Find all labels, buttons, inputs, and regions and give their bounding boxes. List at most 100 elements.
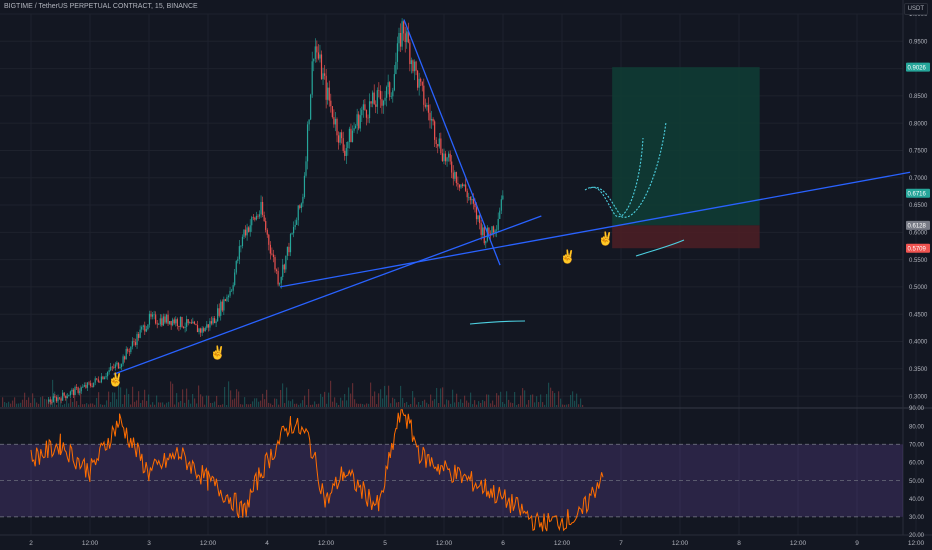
- candle-body: [300, 203, 302, 208]
- volume-bar: [562, 404, 564, 407]
- candle-body: [429, 112, 431, 121]
- volume-bar: [292, 399, 294, 407]
- price-axis-tick: 0.6000: [909, 231, 928, 237]
- candle-body: [499, 210, 501, 219]
- volume-bar: [118, 384, 120, 407]
- volume-bar: [204, 404, 206, 407]
- candle-body: [485, 240, 487, 244]
- candle-body: [72, 389, 75, 396]
- candle-body: [262, 201, 264, 216]
- volume-bar: [288, 400, 290, 407]
- candle-body: [170, 321, 172, 326]
- candle-body: [319, 54, 321, 59]
- candle-body: [328, 87, 330, 101]
- volume-bar: [260, 400, 262, 407]
- candle-body: [392, 90, 394, 97]
- candle-body: [164, 316, 166, 323]
- volume-bar: [44, 398, 46, 407]
- volume-bar: [466, 400, 468, 407]
- price-label-text: 0.9026: [908, 65, 927, 71]
- volume-bar: [500, 391, 502, 407]
- candle-body: [151, 314, 154, 317]
- candle-body: [401, 21, 403, 47]
- time-axis-tick: 4: [265, 540, 269, 547]
- candle-body: [370, 101, 372, 104]
- candle-body: [381, 99, 383, 106]
- volume-bar: [86, 403, 88, 407]
- volume-bar: [386, 395, 388, 407]
- candle-body: [413, 61, 416, 72]
- volume-bar: [442, 387, 444, 407]
- candle-body: [105, 376, 107, 378]
- volume-bar: [574, 400, 576, 407]
- time-axis-tick: 12:00: [82, 540, 99, 547]
- candle-body: [449, 153, 451, 162]
- volume-bar: [388, 385, 390, 407]
- candle-body: [200, 328, 202, 333]
- candle-body: [334, 118, 337, 125]
- candle-body: [120, 364, 123, 368]
- candle-body: [178, 326, 180, 327]
- candle-body: [248, 227, 250, 232]
- volume-bar: [378, 393, 380, 407]
- candle-body: [66, 396, 68, 399]
- drawing-curve-4: [469, 320, 526, 325]
- trendline-1: [113, 215, 542, 375]
- candle-body: [235, 260, 237, 273]
- volume-bar: [98, 392, 100, 407]
- candle-body: [466, 190, 468, 198]
- candle-body: [441, 153, 443, 161]
- candle-body: [271, 253, 273, 255]
- candle-body: [131, 341, 133, 347]
- volume-bar: [534, 402, 536, 407]
- candle-body: [51, 402, 53, 403]
- candle-body: [206, 324, 208, 328]
- volume-bar: [536, 396, 538, 407]
- volume-bar: [564, 404, 566, 407]
- volume-bar: [154, 404, 156, 407]
- volume-bar: [284, 403, 286, 407]
- candle-body: [65, 395, 67, 399]
- candle-body: [387, 82, 389, 88]
- volume-bar: [350, 393, 352, 407]
- candle-body: [347, 141, 349, 149]
- volume-bar: [82, 404, 84, 407]
- volume-bar: [348, 387, 350, 407]
- take-profit-zone: [612, 67, 760, 226]
- candle-body: [339, 132, 341, 143]
- volume-bar: [552, 390, 554, 407]
- candle-body: [417, 70, 419, 88]
- volume-bar: [454, 402, 456, 407]
- candle-body: [379, 90, 381, 100]
- candle-body: [410, 60, 412, 65]
- volume-bar: [510, 402, 512, 407]
- candle-body: [69, 391, 71, 396]
- candle-body: [187, 319, 189, 324]
- candle-body: [93, 382, 95, 387]
- trendline-3: [403, 19, 501, 266]
- volume-bar: [342, 400, 344, 407]
- volume-bar: [472, 404, 474, 407]
- currency-unit-button[interactable]: USDT: [903, 3, 928, 15]
- volume-bar: [498, 395, 500, 407]
- volume-bar: [194, 398, 196, 407]
- candle-body: [500, 199, 502, 211]
- volume-bar: [212, 402, 214, 407]
- volume-bar: [248, 404, 250, 407]
- volume-bar: [294, 403, 296, 407]
- volume-bar: [356, 403, 358, 407]
- candle-body: [303, 175, 306, 197]
- candle-body: [122, 356, 124, 365]
- candle-body: [277, 271, 279, 285]
- volume-bar: [550, 387, 552, 407]
- candle-body: [368, 101, 371, 119]
- time-axis-tick: 12:00: [672, 540, 689, 547]
- candle-body: [477, 215, 479, 220]
- volume-bar: [282, 383, 284, 407]
- candle-body: [97, 379, 99, 382]
- volume-bar: [458, 402, 460, 407]
- volume-bar: [88, 404, 90, 407]
- volume-bar: [396, 402, 398, 407]
- volume-bar: [64, 403, 66, 407]
